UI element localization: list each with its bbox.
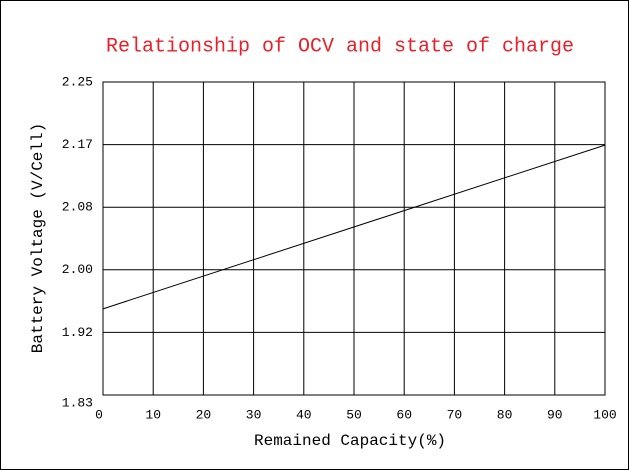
- x-tick-label: 100: [593, 407, 616, 422]
- x-tick-label: 80: [497, 407, 513, 422]
- data-line: [102, 144, 606, 310]
- x-tick-label: 50: [346, 407, 362, 422]
- y-tick-label: 2.00: [62, 262, 93, 277]
- x-tick-label: 40: [296, 407, 312, 422]
- y-tick-label: 1.92: [62, 325, 93, 340]
- x-tick-label: 20: [196, 407, 212, 422]
- x-tick-label: 60: [396, 407, 412, 422]
- y-axis-label: Battery Voltage (V/Cell): [29, 123, 47, 353]
- x-tick-label: 30: [246, 407, 262, 422]
- x-tick-label: 0: [95, 407, 103, 422]
- y-tick-label: 2.25: [62, 74, 93, 89]
- x-tick-label: 90: [547, 407, 563, 422]
- y-tick-label: 2.17: [62, 137, 93, 152]
- x-tick-label: 10: [145, 407, 161, 422]
- y-tick-label: 2.08: [62, 200, 93, 215]
- chart-title: Relationship of OCV and state of charge: [106, 35, 574, 58]
- x-tick-label: 70: [447, 407, 463, 422]
- x-axis-label: Remained Capacity(%): [254, 432, 446, 450]
- y-tick-label: 1.83: [62, 395, 93, 410]
